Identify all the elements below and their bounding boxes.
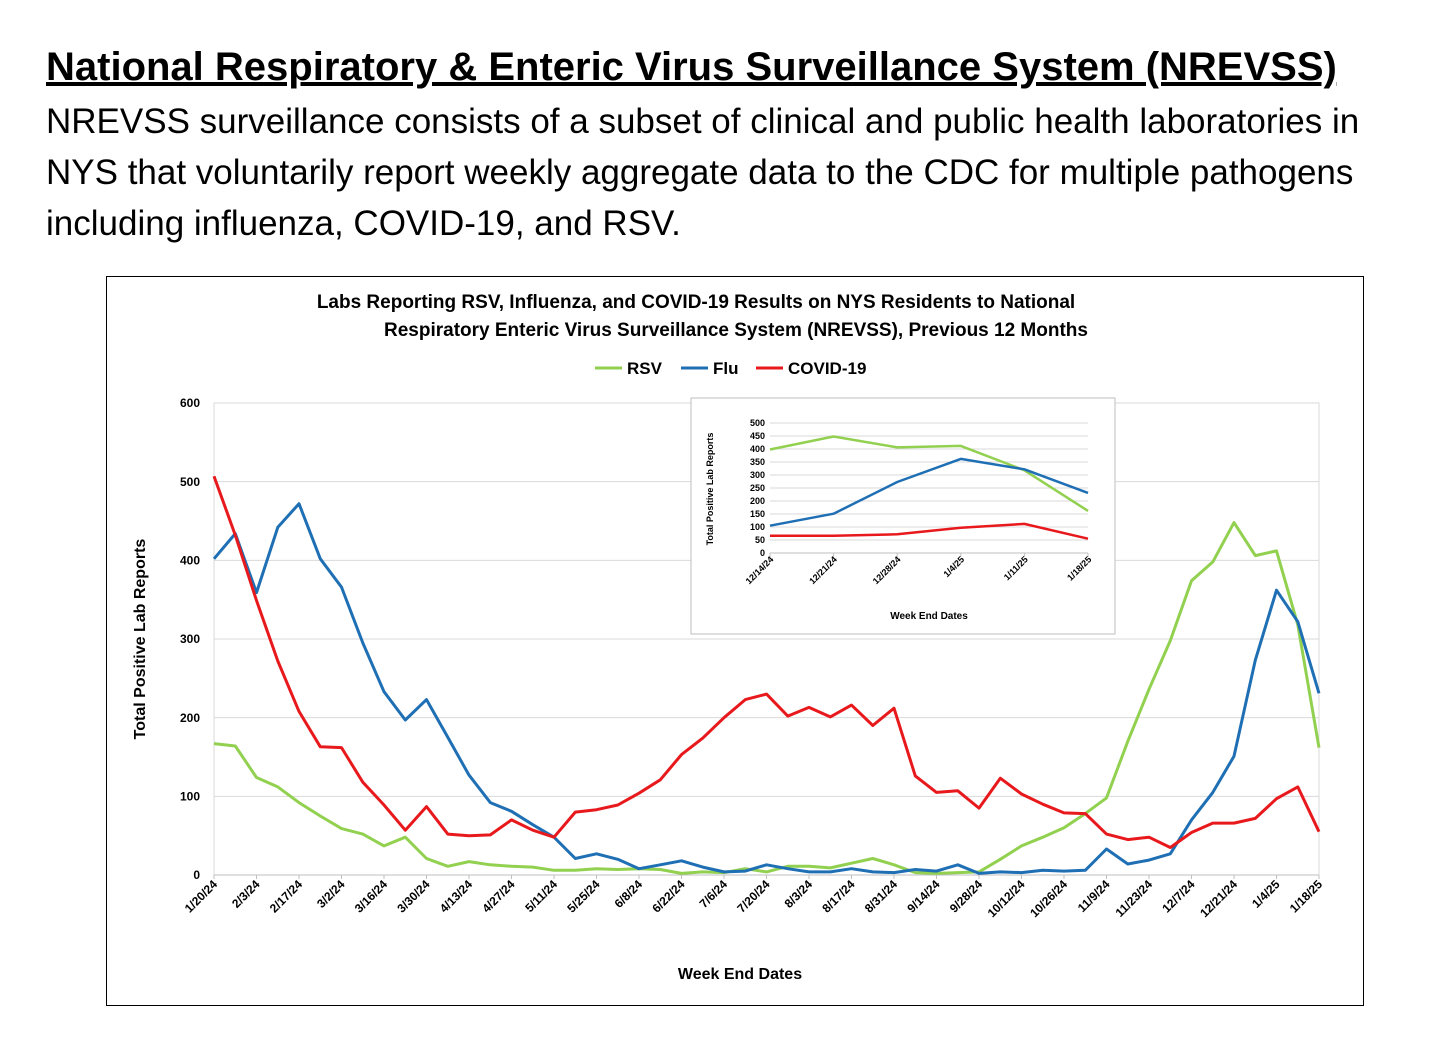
main-series-flu	[212, 502, 1321, 875]
inset-y-tick-label: 250	[750, 483, 765, 493]
main-x-tick-label: 4/13/24	[437, 877, 475, 915]
inset-y-tick-label: 450	[750, 431, 765, 441]
main-x-tick-label: 5/11/24	[522, 877, 560, 915]
main-y-tick-label: 600	[180, 396, 200, 410]
main-x-tick-label: 1/20/24	[182, 877, 220, 915]
main-x-tick-label: 6/8/24	[612, 877, 646, 911]
main-x-tick-label: 10/12/24	[985, 877, 1028, 920]
main-series-covid-19	[212, 475, 1321, 849]
main-x-tick-label: 12/7/24	[1159, 877, 1197, 915]
main-series-lines	[212, 475, 1321, 875]
inset-y-axis-label: Total Positive Lab Reports	[705, 433, 715, 546]
main-x-tick-label: 5/25/24	[564, 877, 602, 915]
inset-frame	[690, 397, 1116, 635]
inset-y-tick-label: 500	[750, 418, 765, 428]
inset-y-tick-label: 150	[750, 509, 765, 519]
inset-y-tick-label: 0	[760, 548, 765, 558]
main-x-tick-label: 7/20/24	[734, 877, 772, 915]
main-x-tick-label: 12/21/24	[1197, 877, 1240, 920]
legend-label-flu: Flu	[713, 359, 739, 378]
inset-y-tick-label: 200	[750, 496, 765, 506]
main-x-tick-label: 1/18/25	[1287, 877, 1325, 915]
main-x-tick-label: 6/22/24	[649, 877, 687, 915]
main-x-tick-label: 11/23/24	[1113, 877, 1156, 920]
main-x-tick-labels: 1/20/24 2/3/24 2/17/24 3/2/24 3/16/24 3/30/24…	[182, 875, 1325, 920]
inset-y-tick-label: 400	[750, 444, 765, 454]
inset-y-tick-label: 350	[750, 457, 765, 467]
main-x-tick-label: 8/3/24	[782, 877, 816, 911]
main-y-tick-label: 500	[180, 475, 200, 489]
inset-y-tick-labels: 0 50 100 150 200 250 300 350 400 450 500	[750, 418, 765, 558]
inset-y-tick-label: 300	[750, 470, 765, 480]
main-y-tick-label: 200	[180, 711, 200, 725]
inset-series-flu	[769, 457, 1089, 527]
main-y-tick-label: 0	[193, 868, 200, 882]
slide-title: National Respiratory & Enteric Virus Sur…	[46, 45, 1337, 89]
main-x-tick-label: 2/17/24	[267, 877, 305, 915]
main-x-tick-label: 9/14/24	[904, 877, 942, 915]
main-chart: Labs Reporting RSV, Influenza, and COVID…	[132, 292, 1325, 983]
main-y-tick-label: 100	[180, 790, 200, 804]
chart-title-line1: Labs Reporting RSV, Influenza, and COVID…	[317, 292, 1075, 313]
main-x-tick-label: 4/27/24	[479, 877, 517, 915]
inset-y-tick-label: 100	[750, 522, 765, 532]
main-x-tick-label: 8/31/24	[862, 877, 900, 915]
main-y-tick-labels: 0 100 200 300 400 500 600	[180, 396, 200, 882]
main-x-tick-label: 9/28/24	[947, 877, 985, 915]
inset-x-axis-label: Week End Dates	[890, 611, 968, 622]
main-x-tick-label: 3/30/24	[394, 877, 432, 915]
legend-label-covid: COVID-19	[788, 359, 866, 378]
main-x-tick-label: 3/16/24	[352, 877, 390, 915]
main-x-tick-label: 3/2/24	[314, 877, 348, 911]
main-y-tick-label: 400	[180, 554, 200, 568]
inset-y-tick-label: 50	[755, 535, 765, 545]
inset-series-lines	[769, 435, 1089, 540]
main-x-tick-label: 11/9/24	[1075, 877, 1113, 915]
main-x-tick-label: 2/3/24	[229, 877, 263, 911]
slide-header: National Respiratory & Enteric Virus Sur…	[46, 38, 1426, 249]
legend: RSV Flu COVID-19	[595, 359, 866, 378]
main-y-tick-label: 300	[180, 632, 200, 646]
main-x-tick-label: 1/4/25	[1249, 877, 1283, 911]
main-x-tick-label: 8/17/24	[819, 877, 857, 915]
chart-title-line2: Respiratory Enteric Virus Surveillance S…	[384, 320, 1088, 341]
main-series-rsv	[213, 521, 1321, 875]
main-x-tick-label: 10/26/24	[1027, 877, 1070, 920]
main-x-tick-label: 7/6/24	[697, 877, 731, 911]
chart-frame: Labs Reporting RSV, Influenza, and COVID…	[106, 276, 1364, 1006]
main-y-axis-label: Total Positive Lab Reports	[132, 539, 149, 740]
inset-series-rsv	[769, 435, 1089, 512]
slide-description: NREVSS surveillance consists of a subset…	[46, 102, 1360, 243]
main-x-axis-label: Week End Dates	[678, 966, 802, 983]
legend-label-rsv: RSV	[627, 359, 663, 378]
inset-series-covid-19	[770, 522, 1089, 540]
